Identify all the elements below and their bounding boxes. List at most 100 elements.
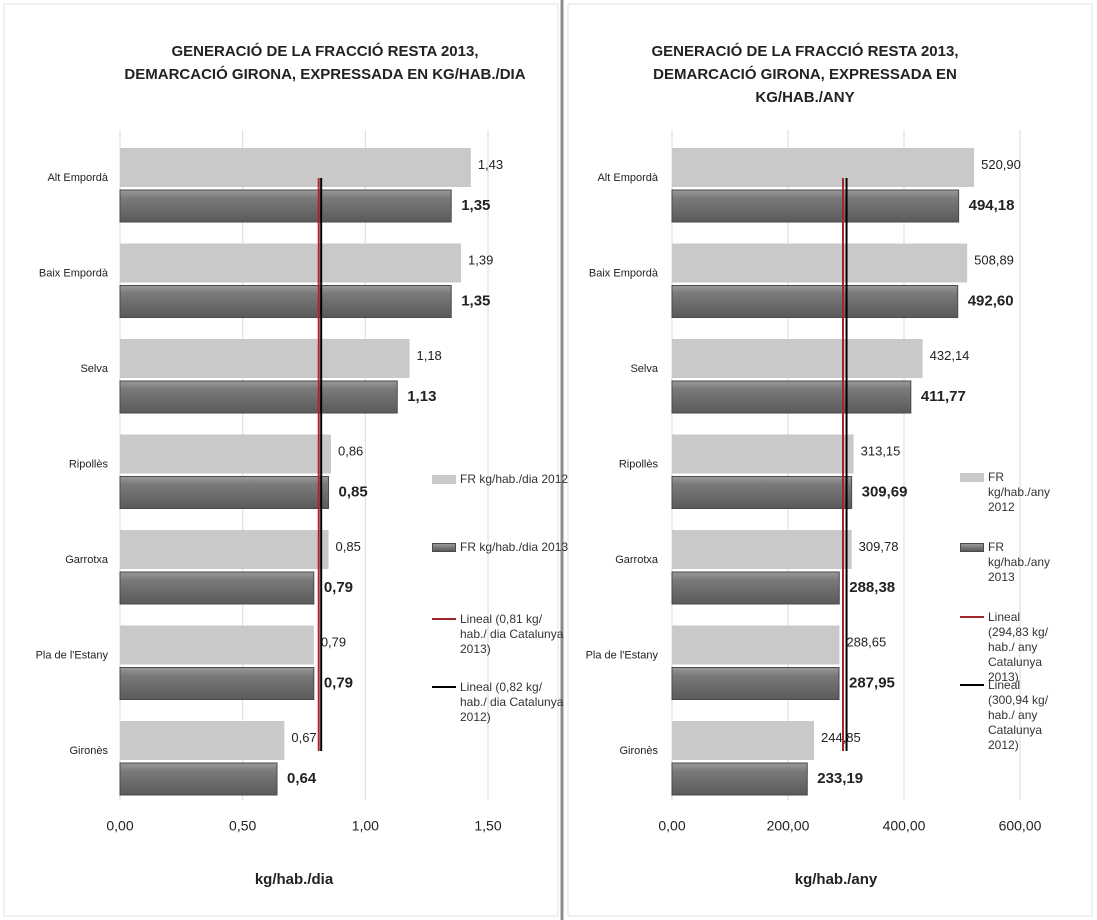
bar xyxy=(671,189,960,223)
data-label: 1,35 xyxy=(461,197,490,214)
legend-item: FR kg/hab./any 2012 xyxy=(960,470,1064,540)
legend-label: FR kg/hab./any 2012 xyxy=(988,470,1051,514)
x-tick-label: 0,00 xyxy=(106,818,133,834)
bar xyxy=(672,530,852,569)
data-label: 0,85 xyxy=(339,483,368,500)
bar xyxy=(119,476,330,509)
x-tick-label: 600,00 xyxy=(999,818,1042,834)
bar xyxy=(120,434,331,474)
y-tick-label: Garrotxa xyxy=(615,554,659,566)
data-label: 288,38 xyxy=(849,579,895,596)
data-label: 492,60 xyxy=(968,292,1014,309)
legend-swatch xyxy=(960,473,984,482)
y-tick-label: Pla de l'Estany xyxy=(36,649,109,661)
data-label: 313,15 xyxy=(861,443,901,458)
y-tick-label: Alt Empordà xyxy=(47,172,108,184)
bar xyxy=(120,530,329,569)
legend-item: Lineal (300,94 kg/ hab./ any Catalunya 2… xyxy=(960,678,1064,752)
legend-swatch xyxy=(432,475,456,484)
bar xyxy=(119,380,398,414)
legend-item: FR kg/hab./dia 2013 xyxy=(432,540,572,610)
data-label: 309,78 xyxy=(859,539,899,554)
legend-swatch xyxy=(432,686,456,688)
panel-frame xyxy=(567,3,1093,917)
y-tick-label: Pla de l'Estany xyxy=(586,649,659,661)
x-tick-label: 1,00 xyxy=(352,818,379,834)
chart-title: GENERACIÓ DE LA FRACCIÓ RESTA 2013, xyxy=(172,42,479,60)
bar xyxy=(672,339,923,378)
legend-item: Lineal (294,83 kg/ hab./ any Catalunya 2… xyxy=(960,610,1064,684)
x-tick-label: 0,00 xyxy=(658,818,685,834)
bar xyxy=(119,571,315,605)
y-tick-label: Alt Empordà xyxy=(597,172,658,184)
y-tick-label: Garrotxa xyxy=(65,554,109,566)
chart-title: GENERACIÓ DE LA FRACCIÓ RESTA 2013, xyxy=(652,42,959,60)
chart-title: DEMARCACIÓ GIRONA, EXPRESSADA EN KG/HAB.… xyxy=(124,65,525,83)
bar xyxy=(120,721,285,760)
x-tick-label: 0,50 xyxy=(229,818,256,834)
chart-title: KG/HAB./ANY xyxy=(755,89,854,106)
legend-item: Lineal (0,82 kg/ hab./ dia Catalunya 201… xyxy=(432,680,572,750)
y-tick-label: Selva xyxy=(630,363,658,375)
chart-title: DEMARCACIÓ GIRONA, EXPRESSADA EN xyxy=(653,65,957,83)
bar xyxy=(119,189,452,223)
legend-label: Lineal (0,82 kg/ hab./ dia Catalunya 201… xyxy=(460,680,564,724)
bar xyxy=(119,667,315,700)
legend-swatch xyxy=(960,616,984,618)
y-tick-label: Baix Empordà xyxy=(589,267,659,279)
bar xyxy=(672,243,968,283)
legend-label: Lineal (300,94 kg/ hab./ any Catalunya 2… xyxy=(988,678,1049,752)
y-tick-label: Ripollès xyxy=(69,458,109,470)
x-axis-title: kg/hab./dia xyxy=(255,871,334,888)
data-label: 494,18 xyxy=(969,197,1015,214)
legend-swatch xyxy=(960,684,984,686)
legend-item: FR kg/hab./dia 2012 xyxy=(432,472,572,542)
bar xyxy=(672,721,815,760)
y-tick-label: Gironès xyxy=(69,745,108,757)
bar xyxy=(671,285,959,318)
bar xyxy=(671,380,912,414)
legend-label: Lineal (0,81 kg/ hab./ dia Catalunya 201… xyxy=(460,612,564,656)
bar xyxy=(671,667,840,700)
data-label: 1,43 xyxy=(478,157,503,172)
x-tick-label: 1,50 xyxy=(474,818,501,834)
bar xyxy=(119,285,452,318)
bar xyxy=(672,148,975,187)
data-label: 1,18 xyxy=(416,348,441,363)
legend-item: FR kg/hab./any 2013 xyxy=(960,540,1064,610)
data-label: 411,77 xyxy=(921,388,966,405)
x-tick-label: 400,00 xyxy=(883,818,926,834)
bar xyxy=(120,339,410,378)
x-tick-label: 200,00 xyxy=(767,818,810,834)
bar xyxy=(672,434,854,474)
data-label: 508,89 xyxy=(974,252,1014,267)
data-label: 1,39 xyxy=(468,252,493,267)
bar xyxy=(671,476,853,509)
data-label: 432,14 xyxy=(930,348,970,363)
legend-swatch xyxy=(960,543,984,552)
legend-label: FR kg/hab./dia 2013 xyxy=(460,540,569,554)
y-tick-label: Ripollès xyxy=(619,458,659,470)
data-label: 0,79 xyxy=(324,579,353,596)
bar xyxy=(671,762,808,796)
bar xyxy=(120,243,462,283)
data-label: 520,90 xyxy=(981,157,1021,172)
bar xyxy=(672,625,840,665)
y-tick-label: Baix Empordà xyxy=(39,267,109,279)
bar xyxy=(119,762,278,796)
data-label: 233,19 xyxy=(817,770,863,787)
data-label: 244,85 xyxy=(821,730,861,745)
data-label: 288,65 xyxy=(846,634,886,649)
legend-label: FR kg/hab./any 2013 xyxy=(988,540,1051,584)
panel-frame xyxy=(3,3,559,917)
data-label: 309,69 xyxy=(862,483,908,500)
bar xyxy=(120,625,314,665)
data-label: 287,95 xyxy=(849,674,895,691)
data-label: 1,13 xyxy=(407,388,436,405)
y-tick-label: Gironès xyxy=(619,745,658,757)
legend-label: Lineal (294,83 kg/ hab./ any Catalunya 2… xyxy=(988,610,1049,684)
data-label: 0,64 xyxy=(287,770,317,787)
legend-swatch xyxy=(432,618,456,620)
data-label: 0,67 xyxy=(291,730,316,745)
